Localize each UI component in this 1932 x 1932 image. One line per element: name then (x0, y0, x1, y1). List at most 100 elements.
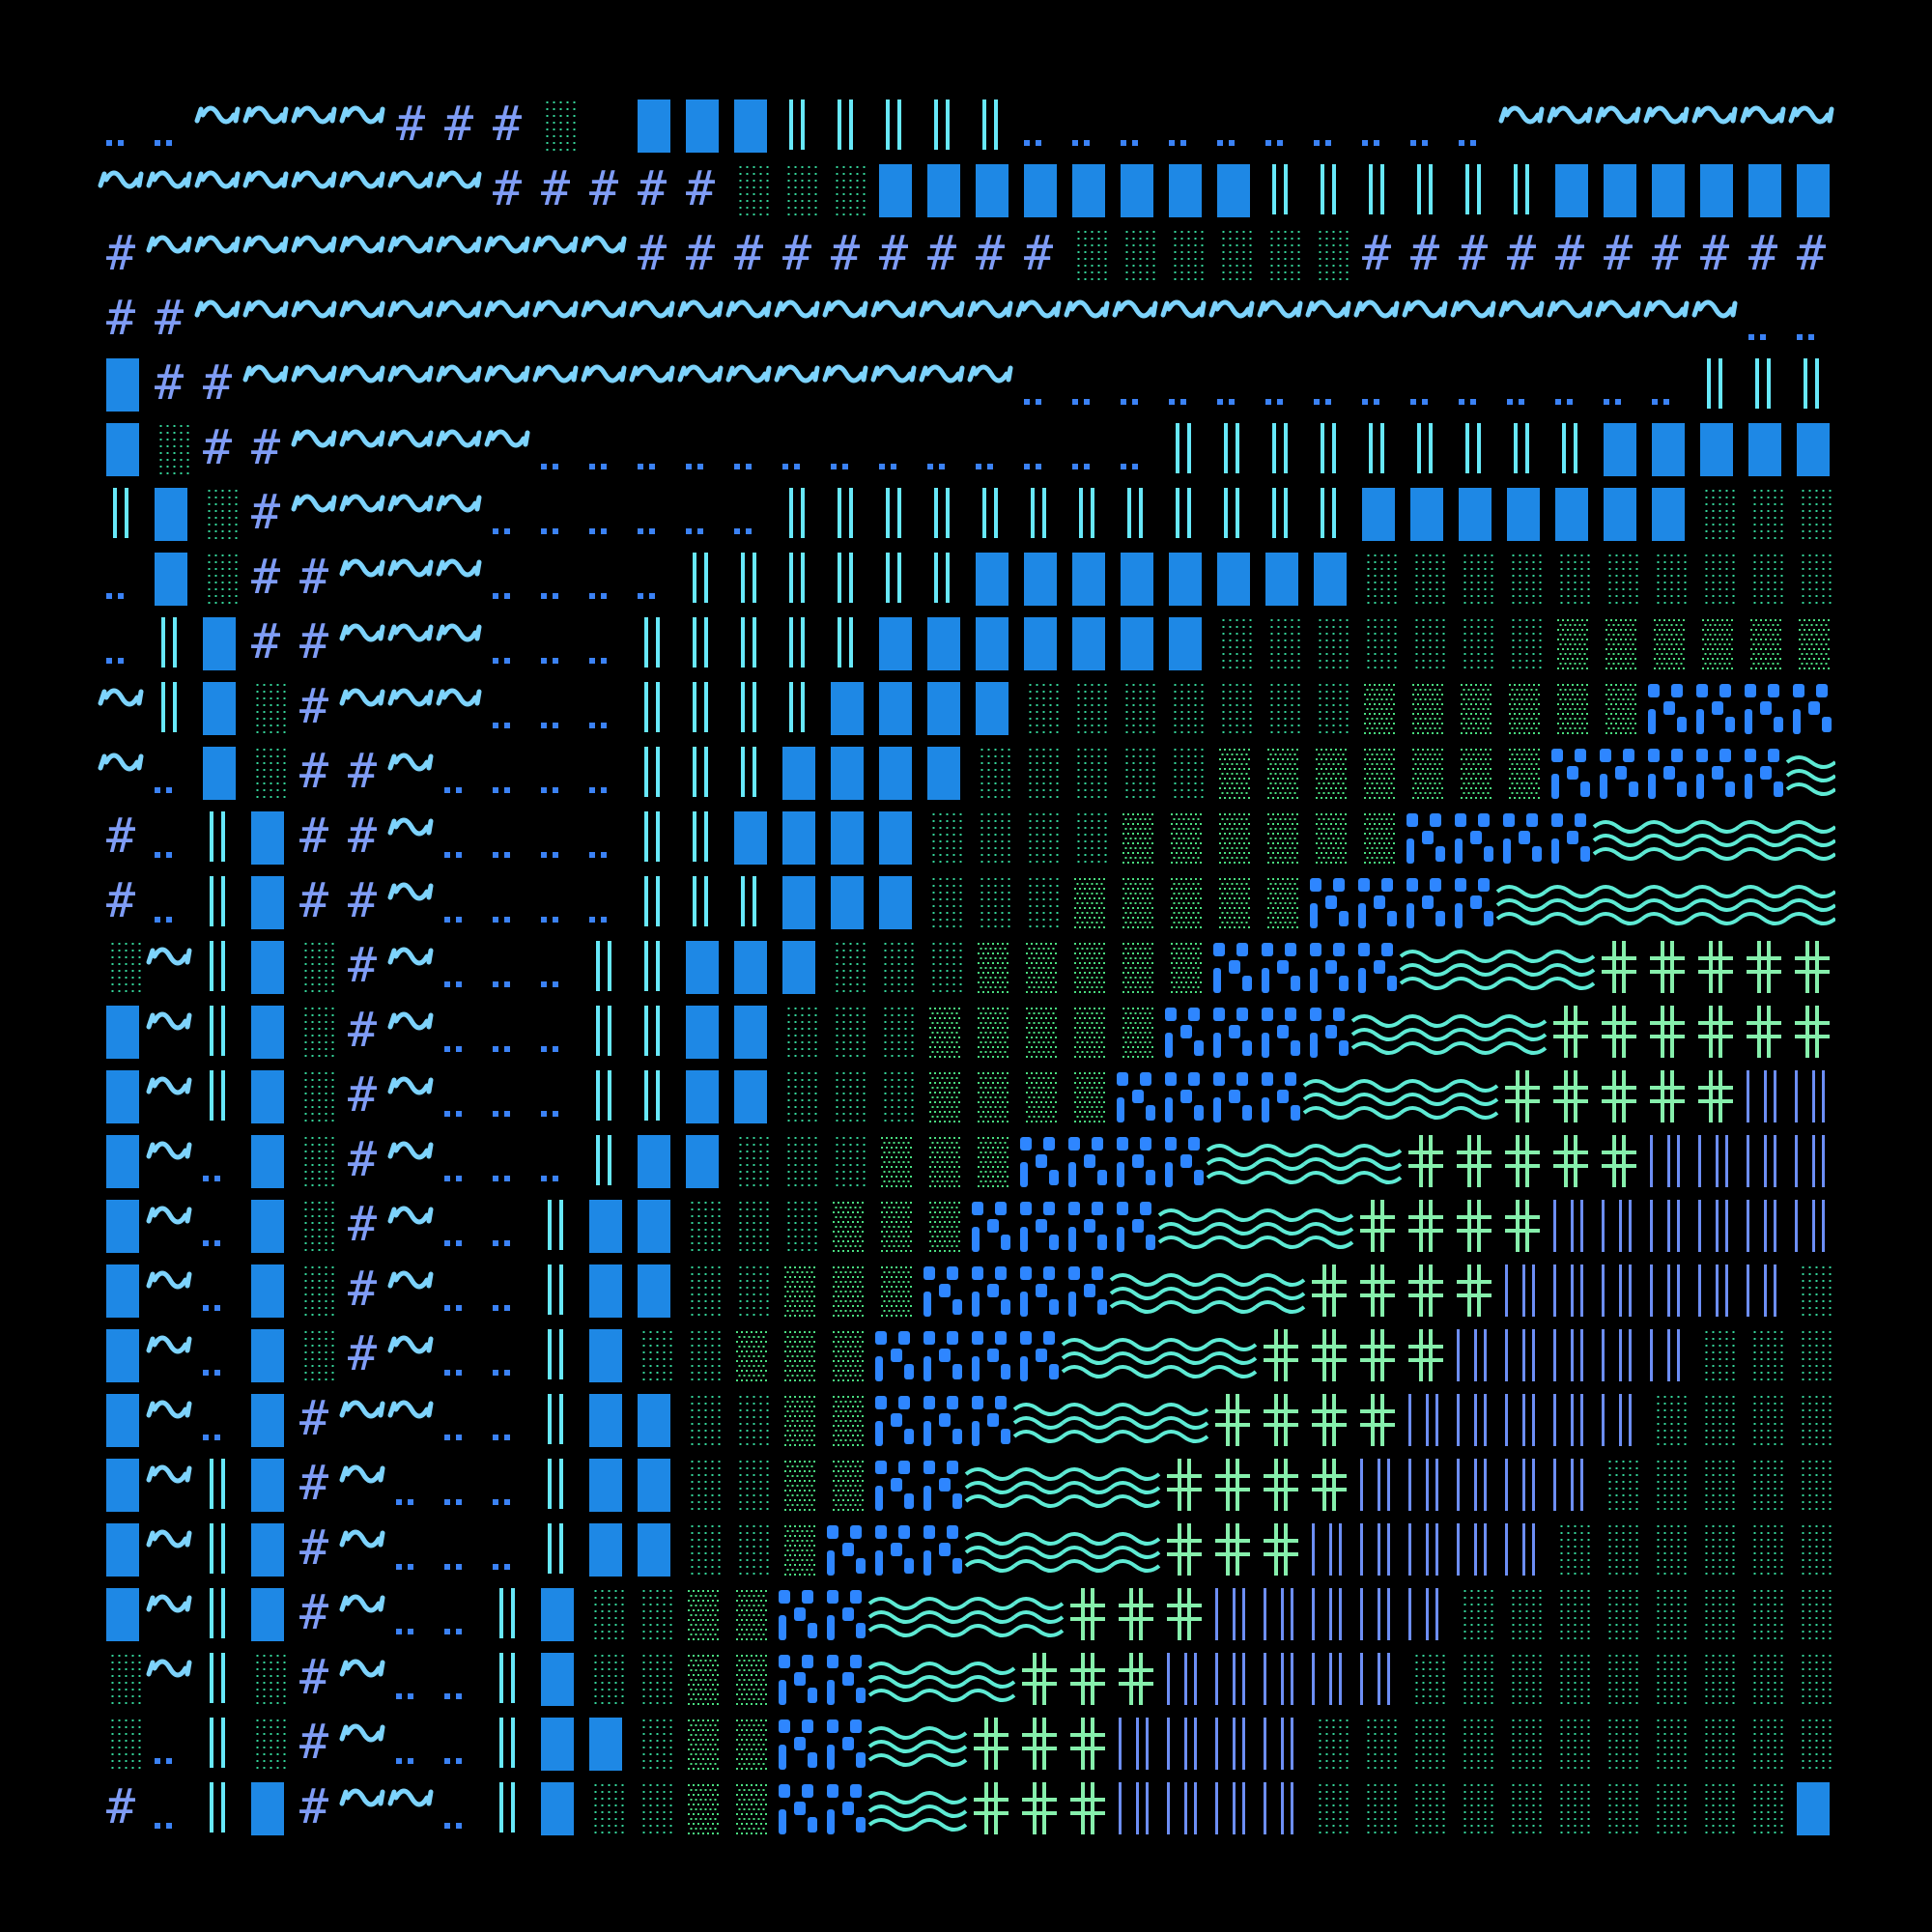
ring-glyph (1213, 1072, 1252, 1122)
dot-pair-glyph (493, 1305, 510, 1311)
hash-glyph: # (203, 355, 232, 411)
dot-pair-glyph (396, 1758, 413, 1764)
stipple-glyph (304, 1202, 334, 1251)
double-bar-glyph (789, 553, 805, 603)
dense-stipple-glyph (1557, 684, 1588, 734)
thin-lines-glyph (1747, 1200, 1776, 1252)
double-cross-glyph (1457, 1135, 1492, 1187)
hash-glyph: # (589, 160, 618, 216)
double-cross-glyph (1215, 1459, 1250, 1511)
tilde-wave-glyph (822, 299, 868, 319)
dense-stipple-glyph (929, 1202, 960, 1252)
dot-pair-glyph (638, 464, 655, 469)
tilde-wave-glyph (484, 235, 530, 254)
ring-glyph (779, 1784, 817, 1834)
hash-glyph: # (299, 1390, 328, 1446)
thin-lines-glyph (1747, 1264, 1776, 1317)
double-cross-glyph (1408, 1200, 1443, 1252)
dot-pair-glyph (444, 1499, 462, 1505)
dense-stipple-glyph (881, 1266, 912, 1317)
double-bar-glyph (693, 811, 708, 862)
double-bar-glyph (886, 99, 901, 150)
solid-block-glyph (1652, 164, 1685, 217)
dense-stipple-glyph (833, 1396, 864, 1446)
ring-glyph (923, 1461, 962, 1511)
dot-pair-glyph (1797, 334, 1814, 340)
svg-text:#: # (155, 355, 184, 411)
dot-pair-glyph (541, 464, 558, 469)
dense-stipple-glyph (736, 1719, 767, 1770)
dot-pair-glyph (1555, 399, 1573, 405)
dot-pair-glyph (444, 852, 462, 858)
solid-block-glyph (251, 1459, 284, 1512)
double-bar-glyph (644, 1070, 660, 1121)
dot-pair-glyph (1121, 399, 1138, 405)
dot-pair-glyph (831, 464, 848, 469)
stipple-glyph (1415, 554, 1445, 604)
dot-pair-glyph (1072, 464, 1090, 469)
thin-lines-glyph (1167, 1718, 1197, 1770)
dense-stipple-glyph (881, 1137, 912, 1187)
thin-lines-glyph (1457, 1459, 1487, 1511)
dot-pair-glyph (541, 1176, 558, 1181)
double-bar-glyph (210, 1459, 225, 1509)
dot-pair-glyph (396, 1499, 413, 1505)
swirl-wave-glyph (1495, 1014, 1548, 1055)
dense-stipple-glyph (1074, 1008, 1105, 1058)
ring-glyph (1600, 749, 1638, 799)
stipple-glyph (739, 1266, 769, 1316)
stipple-glyph (1077, 749, 1107, 798)
double-cross-glyph (1602, 1006, 1636, 1058)
thin-lines-glyph (1215, 1718, 1245, 1770)
solid-block-glyph (879, 164, 912, 217)
swirl-wave-glyph (1254, 1208, 1306, 1249)
swirl-wave-glyph (1350, 1014, 1403, 1055)
thin-lines-glyph (1215, 1588, 1245, 1640)
ring-glyph (972, 1266, 1010, 1317)
solid-block-glyph (251, 941, 284, 994)
hash-glyph: # (348, 1131, 377, 1187)
dot-pair-glyph (106, 593, 124, 599)
double-cross-glyph (1070, 1782, 1105, 1834)
thin-lines-glyph (1505, 1394, 1535, 1446)
dot-pair-glyph (444, 1370, 462, 1376)
tilde-wave-glyph (1547, 299, 1593, 319)
solid-block-glyph (1555, 164, 1588, 217)
hash-glyph: # (348, 1002, 377, 1058)
solid-block-glyph (831, 682, 864, 735)
tilde-wave-glyph (436, 235, 482, 254)
tilde-wave-glyph (1208, 299, 1255, 319)
tilde-wave-glyph (387, 494, 434, 513)
double-cross-glyph (1408, 1135, 1443, 1187)
svg-text:#: # (493, 160, 522, 216)
dot-pair-glyph (155, 917, 172, 923)
stipple-glyph (1705, 1784, 1735, 1833)
ring-glyph (1503, 813, 1542, 864)
stipple-glyph (691, 1331, 721, 1380)
hash-glyph: # (1459, 225, 1488, 281)
ring-glyph (1551, 813, 1590, 864)
dot-pair-glyph (638, 528, 655, 534)
tilde-wave-glyph (919, 299, 965, 319)
dense-stipple-glyph (978, 1072, 1009, 1122)
swirl-wave-glyph (1495, 950, 1548, 990)
solid-block-glyph (251, 876, 284, 929)
dense-stipple-glyph (736, 1331, 767, 1381)
double-bar-glyph (1224, 423, 1239, 473)
dense-stipple-glyph (1122, 878, 1153, 928)
double-bar-glyph (210, 876, 225, 926)
dot-pair-glyph (106, 140, 124, 146)
stipple-glyph (1125, 749, 1155, 798)
hash-glyph: # (299, 549, 328, 605)
ring-glyph (1310, 943, 1349, 993)
swirl-wave-glyph (1012, 1403, 1065, 1443)
dot-pair-glyph (155, 1758, 172, 1764)
tilde-wave-glyph (387, 170, 434, 189)
double-bar-glyph (1321, 164, 1336, 214)
solid-block-glyph (686, 1006, 719, 1059)
double-bar-glyph (644, 617, 660, 668)
dot-pair-glyph (493, 787, 510, 793)
hash-glyph: # (106, 225, 135, 281)
stipple-glyph (1560, 1719, 1590, 1769)
ring-glyph (1117, 1072, 1155, 1122)
